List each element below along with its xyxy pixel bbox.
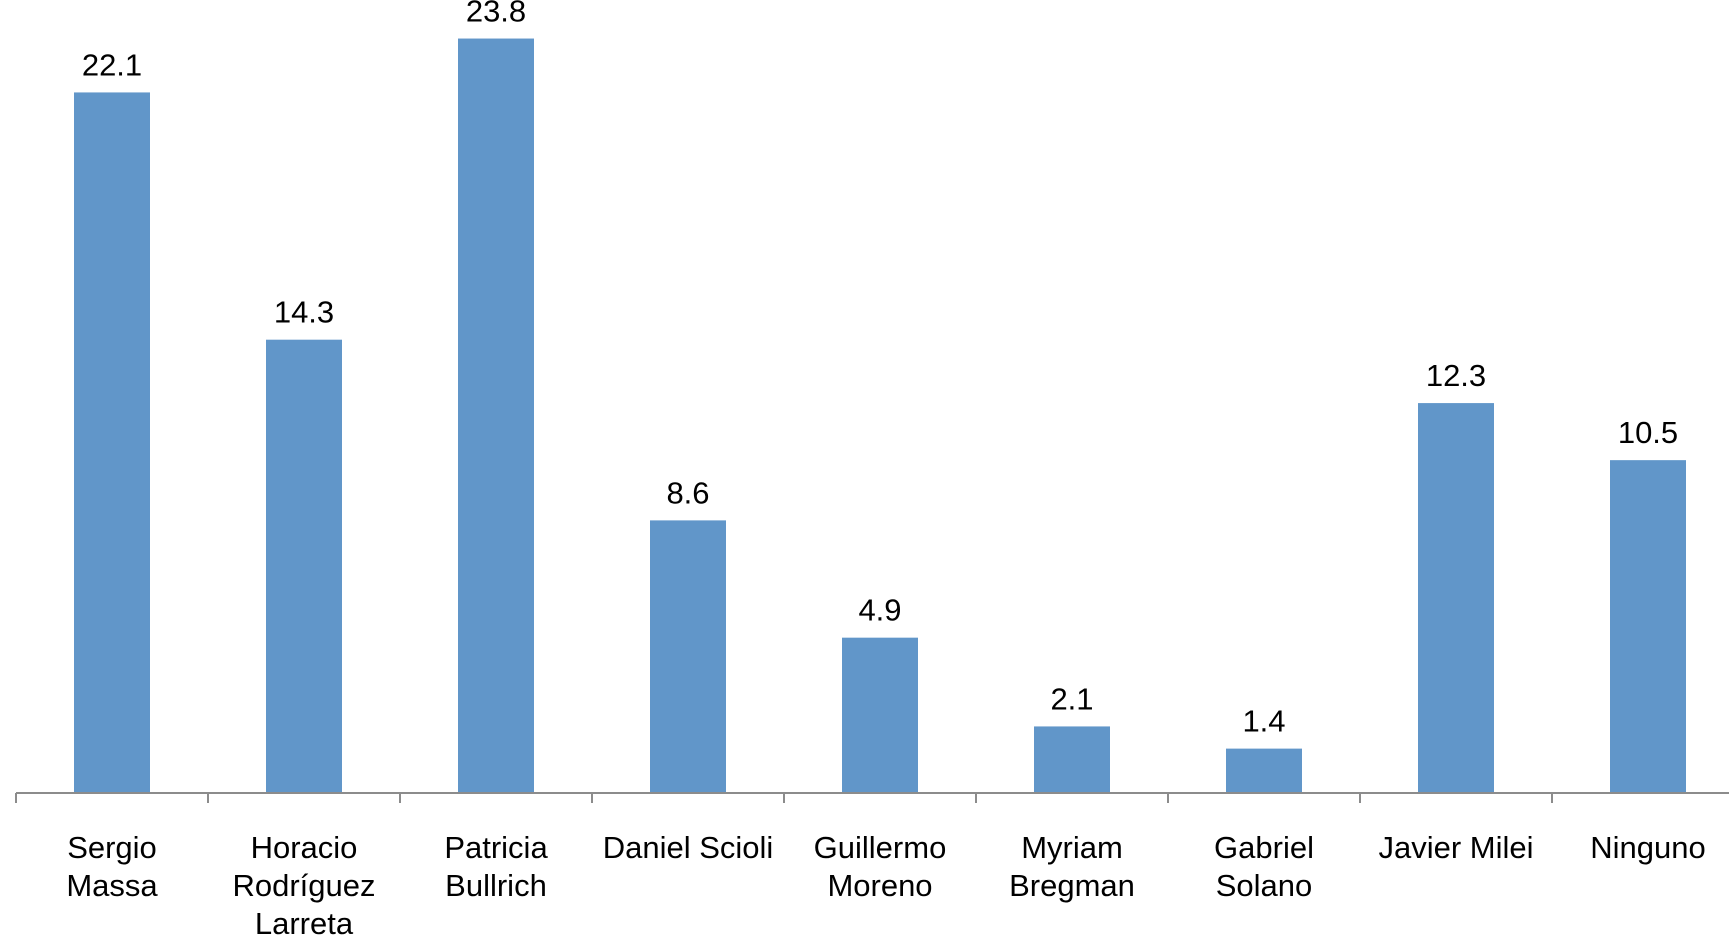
category-label-line: Javier Milei xyxy=(1378,830,1533,865)
value-labels-group: 22.1 14.3 23.8 8.6 4.9 2.1 1.4 12.3 10.5 xyxy=(82,0,1678,739)
bar xyxy=(266,339,342,793)
category-label-line: Myriam xyxy=(1021,830,1123,865)
category-label: Ninguno xyxy=(1590,830,1705,865)
category-label-line: Daniel Scioli xyxy=(603,830,774,865)
bar xyxy=(650,520,726,793)
category-label: Sergio Massa xyxy=(66,830,158,903)
category-label-line: Horacio xyxy=(251,830,358,865)
category-label-line: Sergio xyxy=(67,830,157,865)
category-label-line: Moreno xyxy=(827,868,932,903)
bar xyxy=(842,637,918,793)
bar xyxy=(458,38,534,794)
category-label: Horacio Rodríguez Larreta xyxy=(232,830,375,941)
bar-value-label: 23.8 xyxy=(466,0,526,29)
category-label: Gabriel Solano xyxy=(1214,830,1314,903)
category-label: Myriam Bregman xyxy=(1009,830,1135,903)
bar-value-label: 12.3 xyxy=(1426,358,1486,393)
category-label-line: Ninguno xyxy=(1590,830,1705,865)
category-label-line: Patricia xyxy=(444,830,548,865)
bar-value-label: 22.1 xyxy=(82,47,142,82)
bar-value-label: 4.9 xyxy=(858,593,901,628)
category-label: Daniel Scioli xyxy=(603,830,774,865)
bar-value-label: 10.5 xyxy=(1618,415,1678,450)
bar-value-label: 8.6 xyxy=(666,475,709,510)
category-label: Javier Milei xyxy=(1378,830,1533,865)
category-label-line: Bullrich xyxy=(445,868,547,903)
category-label-line: Guillermo xyxy=(814,830,947,865)
bars-group xyxy=(74,38,1686,794)
category-label-line: Massa xyxy=(66,868,158,903)
bar-value-label: 1.4 xyxy=(1242,704,1285,739)
category-labels-group: Sergio Massa Horacio Rodríguez Larreta Patric… xyxy=(66,830,1705,941)
category-label-line: Solano xyxy=(1216,868,1313,903)
bar xyxy=(1034,726,1110,793)
category-label: Guillermo Moreno xyxy=(814,830,947,903)
bar xyxy=(1610,460,1686,793)
bar-value-label: 14.3 xyxy=(274,295,334,330)
bar xyxy=(74,92,150,794)
bar xyxy=(1418,403,1494,793)
x-axis xyxy=(15,792,1729,803)
bar xyxy=(1226,748,1302,793)
category-label-line: Rodríguez xyxy=(232,868,375,903)
category-label-line: Bregman xyxy=(1009,868,1135,903)
bar-value-label: 2.1 xyxy=(1050,681,1093,716)
category-label-line: Larreta xyxy=(255,906,354,941)
category-label-line: Gabriel xyxy=(1214,830,1314,865)
category-label: Patricia Bullrich xyxy=(444,830,548,903)
